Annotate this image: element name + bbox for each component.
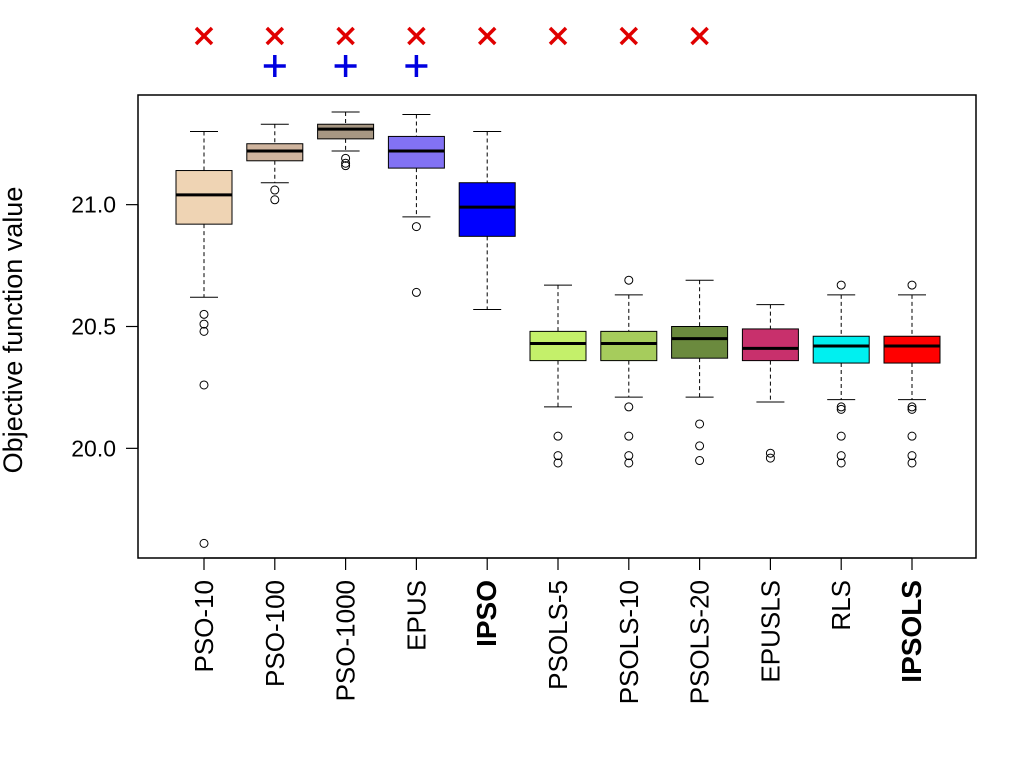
outlier-point (836, 402, 846, 412)
outlier-point (199, 380, 209, 390)
outlier-point (695, 419, 705, 429)
boxes (175, 111, 941, 548)
x-tick-label: PSO-10 (189, 580, 219, 673)
box-pso-100 (246, 123, 304, 205)
outlier-point (624, 402, 634, 412)
outlier-point (907, 402, 917, 412)
box-psols-5 (529, 284, 587, 468)
outlier-point (836, 458, 846, 468)
outlier-point (341, 153, 351, 163)
box-body (458, 182, 516, 237)
outlier-point (907, 280, 917, 290)
outlier-point (199, 319, 209, 329)
outlier-point (270, 195, 280, 205)
plus-marker (263, 55, 286, 77)
x-tick-label: EPUS (401, 580, 431, 651)
outlier-point (553, 451, 563, 461)
outlier-point (624, 458, 634, 468)
box-body (671, 326, 729, 359)
x-tick-label: PSOLS-10 (614, 580, 644, 704)
plus-marker (405, 55, 428, 77)
outlier-point (341, 158, 351, 168)
box-psols-10 (600, 275, 658, 468)
outlier-point (199, 309, 209, 319)
cross-marker (690, 26, 709, 46)
x-tick-label: IPSOLS (896, 580, 927, 683)
x-tick-label: PSO-100 (260, 580, 290, 687)
plot-frame (137, 94, 977, 559)
outlier-point (411, 222, 421, 232)
box-body (175, 170, 233, 225)
cross-marker (407, 26, 426, 46)
cross-marker (477, 26, 497, 46)
y-tick-label: 21.0 (71, 192, 116, 218)
outlier-point (553, 458, 563, 468)
outlier-point (695, 456, 705, 466)
outlier-point (624, 451, 634, 461)
outlier-point (695, 441, 705, 451)
plus-marker (334, 55, 357, 77)
outlier-point (836, 404, 846, 414)
box-body (317, 123, 375, 140)
box-body (529, 330, 587, 362)
y-axis-title: Objective function value (0, 187, 28, 474)
y-tick-label: 20.0 (71, 435, 116, 461)
x-tick-label: PSOLS-20 (685, 580, 715, 704)
x-tick-label: EPUSLS (755, 580, 785, 683)
box-body (741, 328, 799, 362)
cross-marker (619, 26, 639, 46)
outlier-point (624, 275, 634, 285)
cross-marker (548, 26, 568, 46)
outlier-point (836, 280, 846, 290)
box-rls (812, 280, 870, 468)
outlier-point (907, 458, 917, 468)
box-body (812, 335, 870, 364)
box-body (600, 330, 658, 362)
outlier-point (836, 451, 846, 461)
y-axis: 20.0 20.5 21.0 (71, 192, 139, 461)
significance-markers (194, 26, 709, 77)
outlier-point (270, 185, 280, 195)
box-pso-1000 (317, 111, 375, 171)
box-ipsols (883, 280, 941, 468)
outlier-point (907, 404, 917, 414)
outlier-point (199, 326, 209, 336)
outlier-point (624, 431, 634, 441)
box-body (883, 335, 941, 364)
outlier-point (836, 431, 846, 441)
outlier-point (765, 453, 775, 463)
outlier-point (553, 431, 563, 441)
outlier-point (907, 431, 917, 441)
x-tick-label: PSO-1000 (331, 580, 361, 701)
x-tick-label: IPSO (471, 580, 502, 647)
y-tick-label: 20.5 (71, 314, 116, 340)
box-psols-20 (671, 279, 729, 466)
box-epusls (741, 304, 799, 463)
outlier-point (199, 538, 209, 548)
x-tick-label: PSOLS-5 (543, 580, 573, 690)
box-pso-10 (175, 131, 233, 548)
box-epus (387, 113, 445, 297)
x-axis-labels: PSO-10 PSO-100 PSO-1000 EPUS IPSO PSOLS-5 PSOL… (189, 557, 927, 704)
outlier-point (765, 448, 775, 458)
cross-marker (194, 26, 214, 46)
box-ipso (458, 131, 516, 310)
cross-marker (265, 26, 285, 46)
outlier-point (907, 451, 917, 461)
outlier-point (341, 161, 351, 171)
x-tick-label: RLS (826, 580, 856, 631)
outlier-point (411, 287, 421, 297)
cross-marker (336, 26, 355, 46)
